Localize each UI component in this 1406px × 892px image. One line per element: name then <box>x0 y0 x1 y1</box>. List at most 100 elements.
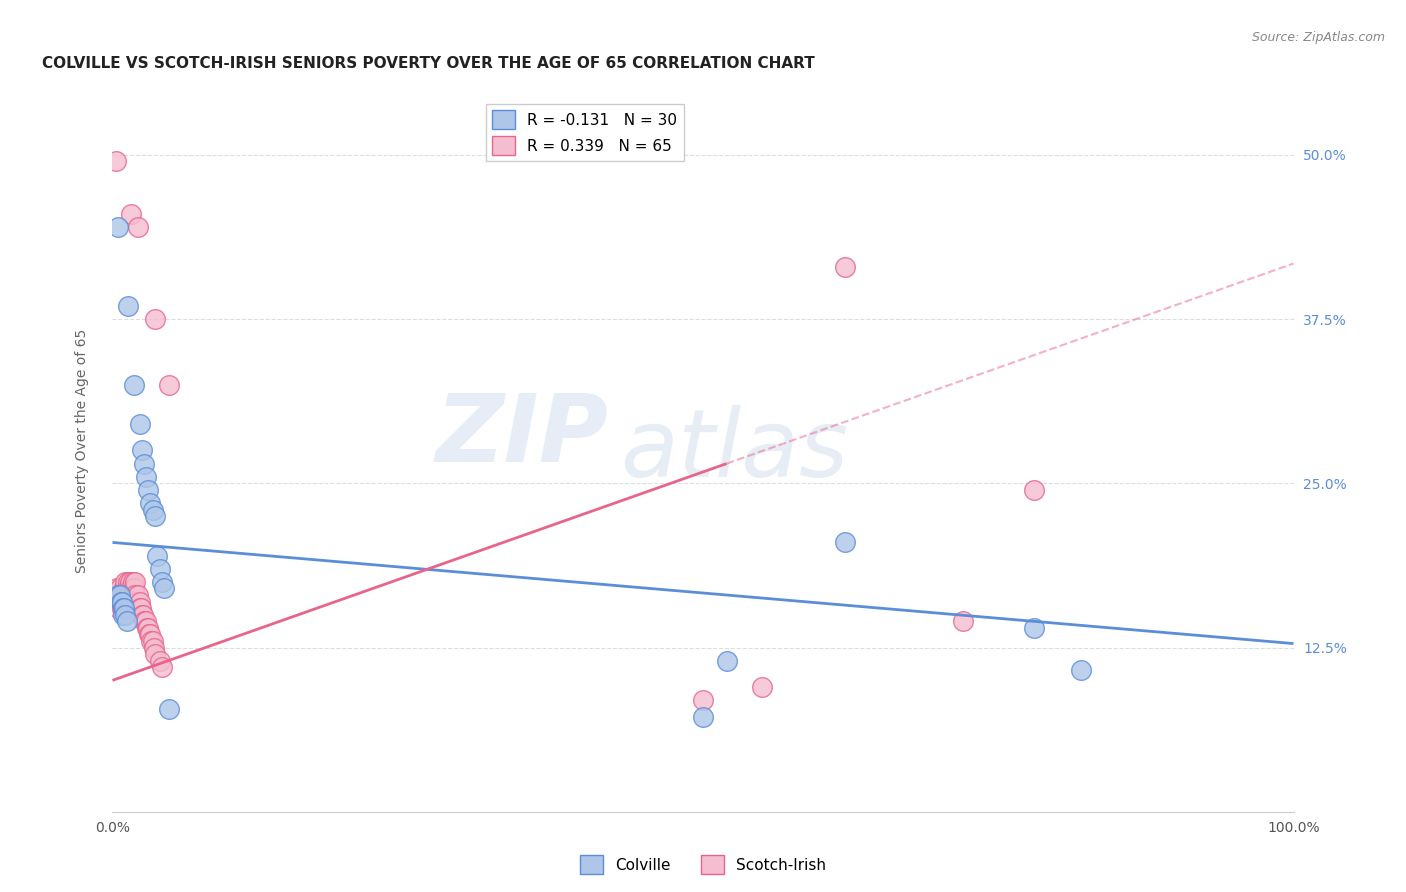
Point <box>112 582 135 596</box>
Point <box>150 574 173 589</box>
Point <box>122 377 145 392</box>
Point <box>149 654 172 668</box>
Point <box>139 496 162 510</box>
Point <box>834 260 856 274</box>
Text: ZIP: ZIP <box>436 390 609 482</box>
Point <box>111 601 134 615</box>
Legend: R = -0.131   N = 30, R = 0.339   N = 65: R = -0.131 N = 30, R = 0.339 N = 65 <box>486 104 683 161</box>
Point <box>149 562 172 576</box>
Point <box>121 574 143 589</box>
Point <box>138 627 160 641</box>
Point <box>143 647 166 661</box>
Point <box>157 377 180 392</box>
Point <box>117 574 139 589</box>
Point <box>134 614 156 628</box>
Point <box>135 621 157 635</box>
Point <box>105 588 128 602</box>
Point <box>136 483 159 497</box>
Point <box>146 549 169 563</box>
Point <box>112 588 135 602</box>
Point <box>131 607 153 622</box>
Point <box>118 582 141 596</box>
Point <box>834 535 856 549</box>
Point <box>134 457 156 471</box>
Point <box>127 594 149 608</box>
Y-axis label: Seniors Poverty Over the Age of 65: Seniors Poverty Over the Age of 65 <box>75 328 89 573</box>
Point <box>139 627 162 641</box>
Point <box>105 154 128 169</box>
Point <box>118 588 141 602</box>
Point <box>128 594 150 608</box>
Point <box>110 588 132 602</box>
Point <box>142 634 165 648</box>
Point <box>127 220 149 235</box>
Point <box>129 601 152 615</box>
Point <box>122 588 145 602</box>
Point <box>107 588 129 602</box>
Point <box>751 680 773 694</box>
Point <box>105 582 128 596</box>
Point <box>112 601 135 615</box>
Point <box>128 601 150 615</box>
Point <box>143 312 166 326</box>
Point <box>125 594 148 608</box>
Point <box>157 702 180 716</box>
Point <box>120 582 142 596</box>
Point <box>120 588 142 602</box>
Point <box>114 607 136 622</box>
Text: COLVILLE VS SCOTCH-IRISH SENIORS POVERTY OVER THE AGE OF 65 CORRELATION CHART: COLVILLE VS SCOTCH-IRISH SENIORS POVERTY… <box>42 56 814 71</box>
Point <box>115 614 138 628</box>
Point <box>135 614 157 628</box>
Point <box>111 594 134 608</box>
Point <box>131 443 153 458</box>
Point <box>115 582 138 596</box>
Point <box>135 469 157 483</box>
Text: atlas: atlas <box>620 405 849 496</box>
Point <box>692 710 714 724</box>
Point <box>112 588 135 602</box>
Point <box>952 614 974 628</box>
Point <box>117 299 139 313</box>
Point <box>141 634 163 648</box>
Point <box>136 621 159 635</box>
Point <box>143 509 166 524</box>
Point <box>121 588 143 602</box>
Point <box>112 601 135 615</box>
Point <box>112 594 135 608</box>
Text: Source: ZipAtlas.com: Source: ZipAtlas.com <box>1251 31 1385 45</box>
Point <box>127 588 149 602</box>
Point <box>150 660 173 674</box>
Point <box>1070 663 1092 677</box>
Point <box>132 607 155 622</box>
Point <box>153 582 176 596</box>
Point <box>107 220 129 235</box>
Point <box>124 588 146 602</box>
Point <box>107 594 129 608</box>
Point <box>125 601 148 615</box>
Point <box>114 574 136 589</box>
Point <box>1022 483 1045 497</box>
Point <box>124 574 146 589</box>
Point <box>716 654 738 668</box>
Point <box>120 588 142 602</box>
Point <box>111 594 134 608</box>
Point <box>120 207 142 221</box>
Point <box>128 417 150 432</box>
Point <box>114 588 136 602</box>
Point <box>107 601 129 615</box>
Point <box>142 640 165 655</box>
Point <box>110 594 132 608</box>
Point <box>115 588 138 602</box>
Point <box>108 588 131 602</box>
Point <box>112 607 135 622</box>
Point <box>110 594 132 608</box>
Point <box>142 502 165 516</box>
Point <box>120 574 142 589</box>
Point <box>108 588 131 602</box>
Point <box>112 594 135 608</box>
Legend: Colville, Scotch-Irish: Colville, Scotch-Irish <box>574 849 832 880</box>
Point <box>692 693 714 707</box>
Point <box>117 588 139 602</box>
Point <box>108 582 131 596</box>
Point <box>122 582 145 596</box>
